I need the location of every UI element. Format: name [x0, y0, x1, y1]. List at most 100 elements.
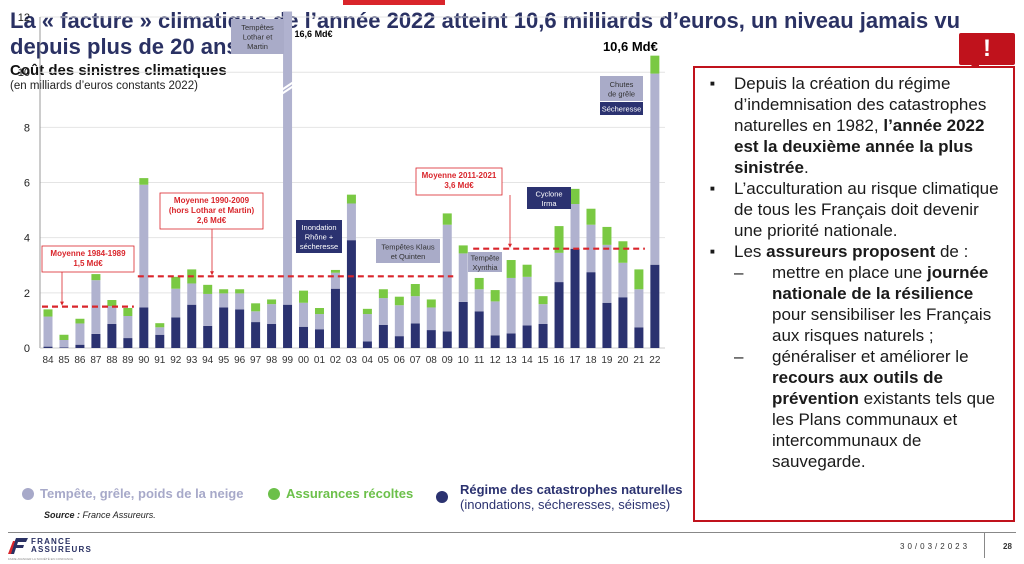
key-sub-point: mettre en place une journée nationale de… [706, 262, 1006, 346]
bar-segment-storm-11 [474, 289, 484, 312]
key-point: Les assureurs proposent de : [706, 241, 1006, 262]
bar-segment-crops-14 [522, 264, 532, 277]
x-tick-label: 21 [633, 355, 645, 366]
x-tick-label: 19 [601, 355, 613, 366]
key-point: Depuis la création du régime d’indemnisa… [706, 73, 1006, 178]
event-callout-text: sécheresse [300, 242, 338, 251]
bar-segment-catnat-00 [299, 326, 309, 348]
bar-segment-catnat-18 [586, 272, 596, 348]
bar-segment-crops-06 [394, 296, 404, 306]
x-tick-label: 94 [202, 355, 214, 366]
x-tick-label: 17 [569, 355, 581, 366]
bar-segment-crops-13 [506, 260, 516, 278]
event-callout-text: Martin [247, 42, 268, 51]
bar-segment-storm-86 [75, 323, 85, 345]
x-tick-label: 91 [154, 355, 166, 366]
bar-segment-crops-11 [474, 277, 484, 290]
bar-segment-crops-91 [155, 323, 165, 328]
chart-unit: (en milliards d’euros constants 2022) [10, 80, 198, 92]
bar-segment-storm-05 [378, 298, 388, 325]
bar-segment-storm-13 [506, 277, 516, 334]
average-callout-text: Moyenne 2011-2021 [422, 171, 497, 180]
average-callout-box [41, 245, 135, 273]
bar-segment-crops-89 [123, 308, 133, 317]
x-tick-label: 15 [538, 355, 550, 366]
x-tick-label: 89 [122, 355, 134, 366]
event-callout-text: Irma [542, 199, 558, 208]
bar-segment-crops-18 [586, 208, 596, 225]
bar-segment-crops-00 [299, 290, 309, 303]
bar-segment-storm-04 [362, 314, 372, 342]
bar-segment-catnat-02 [330, 288, 340, 348]
event-callout-box [296, 220, 342, 253]
bar-segment-storm-07 [410, 296, 420, 324]
bar-segment-catnat-89 [123, 338, 133, 348]
bar-segment-crops-17 [570, 188, 580, 205]
bar-segment-crops-05 [378, 289, 388, 299]
x-tick-label: 02 [330, 355, 342, 366]
event-callout-text: Inondation [301, 223, 336, 232]
logo-line2: ASSUREURS [31, 545, 93, 554]
bar-segment-catnat-10 [458, 301, 468, 348]
x-tick-label: 10 [458, 355, 470, 366]
key-sub-point: généraliser et améliorer le recours aux … [706, 346, 1006, 472]
event-callout-box [376, 239, 440, 263]
bar-segment-catnat-13 [506, 333, 516, 348]
bar-segment-catnat-17 [570, 248, 580, 348]
x-tick-label: 05 [378, 355, 390, 366]
bar-segment-crops-88 [107, 300, 117, 307]
average-callout-text: 1,5 Md€ [73, 259, 103, 268]
x-tick-label: 04 [362, 355, 374, 366]
event-callout-text: Cyclone [535, 189, 562, 198]
logo-tagline: FAIRE AVANCER LA SOCIÉTÉ EN CONFIANCE [8, 557, 74, 561]
x-tick-label: 18 [585, 355, 597, 366]
bar-segment-catnat-21 [634, 327, 644, 348]
bar-segment-catnat-03 [346, 240, 356, 348]
x-tick-label: 90 [138, 355, 150, 366]
bar-segment-catnat-96 [235, 309, 245, 348]
bar-segment-crops-86 [75, 318, 85, 324]
x-tick-label: 98 [266, 355, 278, 366]
bar-segment-crops-09 [442, 213, 452, 225]
bar-segment-catnat-15 [538, 324, 548, 348]
bar-segment-catnat-99 [283, 304, 293, 348]
event-callout-text: et Quinten [391, 252, 426, 261]
bar-segment-storm-06 [394, 305, 404, 337]
y-tick-label: 8 [24, 122, 30, 134]
bar-segment-catnat-12 [490, 335, 500, 348]
average-callout-text: Moyenne 1990-2009 [174, 196, 250, 205]
event-callout-text: Rhône + [305, 233, 334, 242]
bar-segment-storm-19 [602, 244, 612, 303]
bar-segment-crops-90 [139, 178, 149, 185]
key-points-list: Depuis la création du régime d’indemnisa… [706, 73, 1006, 472]
x-tick-label: 93 [186, 355, 198, 366]
x-tick-label: 13 [506, 355, 518, 366]
average-callout-arrow [508, 243, 512, 248]
bar-segment-catnat-98 [267, 324, 277, 348]
bar-segment-catnat-22 [650, 264, 660, 348]
bar-segment-storm-21 [634, 289, 644, 328]
average-callout-box [415, 167, 503, 196]
bar-segment-crops-19 [602, 226, 612, 245]
footer-divider [8, 532, 1016, 533]
event-callout-text: Chutes [610, 80, 634, 89]
x-tick-label: 09 [442, 355, 454, 366]
bar-segment-crops-16 [554, 226, 564, 253]
bar-segment-crops-10 [458, 245, 468, 254]
legend-label-crops: Assurances récoltes [286, 486, 414, 501]
legend-label-storm: Tempête, grêle, poids de la neige [40, 486, 244, 501]
bar-segment-storm-17 [570, 204, 580, 249]
bar-segment-storm-14 [522, 276, 532, 326]
bar-segment-crops-94 [203, 284, 213, 294]
x-tick-label: 00 [298, 355, 310, 366]
event-callout-text: Sécheresse [602, 105, 642, 114]
bar-segment-catnat-97 [251, 322, 261, 348]
bar-segment-storm-89 [123, 316, 133, 339]
bar-segment-catnat-09 [442, 331, 452, 348]
bar-segment-storm-10 [458, 253, 468, 302]
section-tag [343, 0, 445, 5]
key-point: L’acculturation au risque climatique de … [706, 178, 1006, 241]
event-callout-text: Tempêtes Klaus [381, 242, 435, 251]
x-tick-label: 97 [250, 355, 262, 366]
x-tick-label: 96 [234, 355, 246, 366]
